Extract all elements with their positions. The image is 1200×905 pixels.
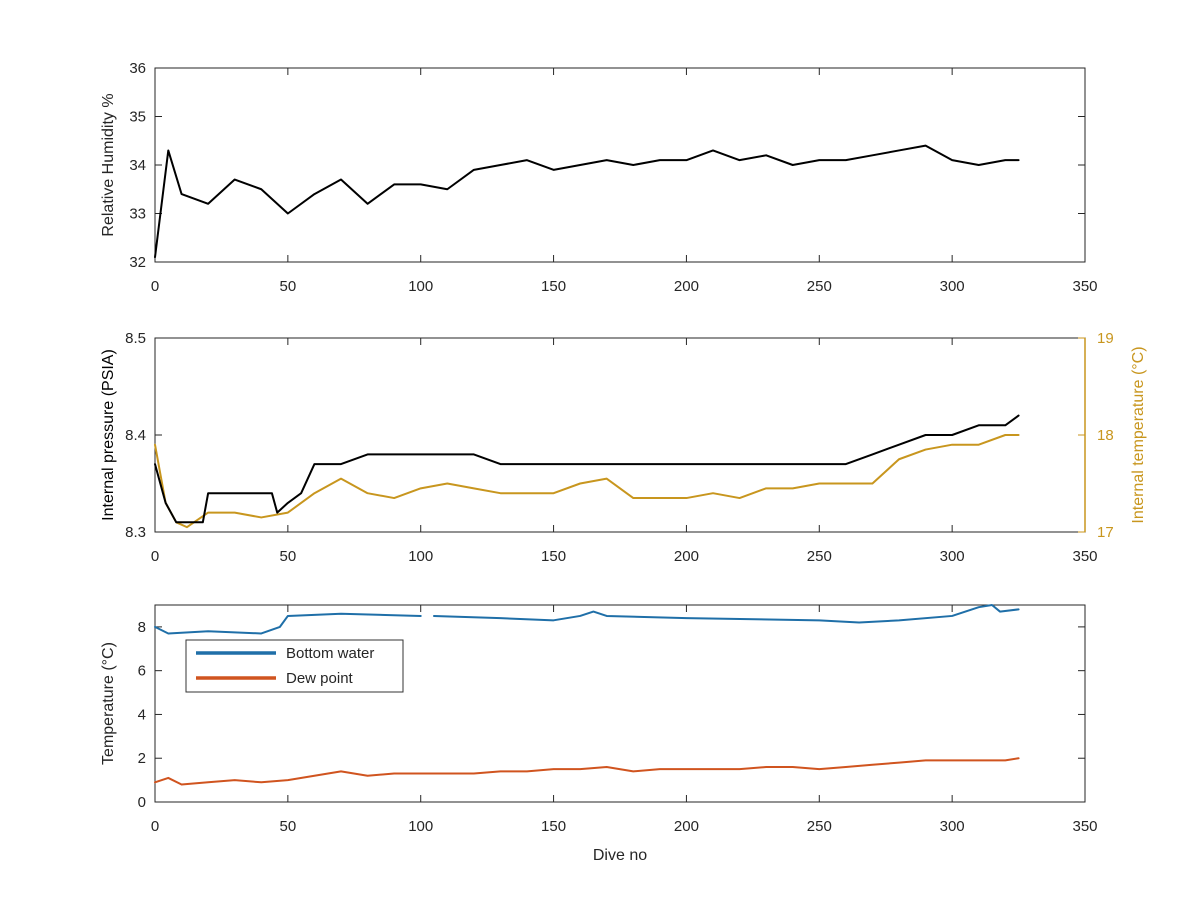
y-tick-label: 8.3: [125, 524, 146, 541]
x-tick-label: 50: [280, 548, 297, 565]
x-tick-label: 250: [807, 278, 832, 295]
plot-frame: [154, 604, 1086, 803]
legend-box: [185, 639, 404, 693]
x-tick-label: 300: [940, 278, 965, 295]
x-tick-label: 300: [940, 818, 965, 835]
y2-tick-label: 17: [1097, 524, 1114, 541]
x-tick-label: 100: [408, 278, 433, 295]
y-tick-label: 0: [138, 794, 146, 811]
dew-point-series-line: [154, 757, 1020, 786]
x-tick-label: 150: [541, 818, 566, 835]
x-axis-label: Dive no: [593, 847, 647, 864]
y-axis-label: Temperature (°C): [100, 642, 117, 765]
y2-axis-label: Internal temperature (°C): [1130, 346, 1147, 523]
x-tick-label: 200: [674, 278, 699, 295]
x-tick-label: 200: [674, 818, 699, 835]
x-tick-label: 0: [151, 818, 159, 835]
y-axis-label: Internal pressure (PSIA): [100, 349, 117, 521]
x-tick-label: 350: [1072, 278, 1097, 295]
legend: Bottom water Dew point: [185, 639, 404, 693]
legend-dew-point-label: Dew point: [286, 670, 354, 687]
x-tick-label: 100: [408, 548, 433, 565]
y-tick-label: 33: [129, 206, 146, 223]
x-tick-label: 0: [151, 278, 159, 295]
x-tick-label: 150: [541, 548, 566, 565]
x-tick-label: 100: [408, 818, 433, 835]
x-tick-label: 350: [1072, 548, 1097, 565]
y-tick-label: 8.4: [125, 427, 146, 444]
panel-2: 0 50 100 150 200 250 300 350 8.3 8.4 8.5 17 18 19 Inte…: [100, 330, 1147, 565]
x-tick-label: 150: [541, 278, 566, 295]
y-tick-label: 4: [138, 706, 146, 723]
y-tick-label: 8: [138, 619, 146, 636]
panel-3: 0 50 100 150 200 250 300 350 0 2 4 6 8 Temperature (°…: [100, 604, 1098, 864]
y-tick-label: 8.5: [125, 330, 146, 347]
plot-frame: [154, 67, 1086, 263]
y-tick-label: 36: [129, 60, 146, 77]
y2-tick-label: 19: [1097, 330, 1114, 347]
x-tick-label: 50: [280, 818, 297, 835]
y-tick-label: 32: [129, 254, 146, 271]
internal-pressure-series-line: [154, 414, 1020, 524]
y2-tick-label: 18: [1097, 427, 1114, 444]
bottom-water-series-line: [154, 604, 1020, 635]
y-tick-label: 34: [129, 157, 146, 174]
x-tick-label: 250: [807, 818, 832, 835]
x-tick-label: 350: [1072, 818, 1097, 835]
panel-1: 0 50 100 150 200 250 300 350 32 33 34 35 36 Relative …: [100, 60, 1098, 295]
y-axis-label: Relative Humidity %: [100, 93, 117, 236]
humidity-series-line: [154, 144, 1020, 259]
x-tick-label: 200: [674, 548, 699, 565]
x-tick-label: 0: [151, 548, 159, 565]
x-tick-label: 300: [940, 548, 965, 565]
legend-bottom-water-label: Bottom water: [286, 645, 374, 662]
x-tick-label: 250: [807, 548, 832, 565]
x-tick-label: 50: [280, 278, 297, 295]
y-tick-label: 2: [138, 750, 146, 767]
internal-temperature-series-line: [154, 434, 1020, 529]
y-tick-label: 6: [138, 663, 146, 680]
y-tick-label: 35: [129, 109, 146, 126]
